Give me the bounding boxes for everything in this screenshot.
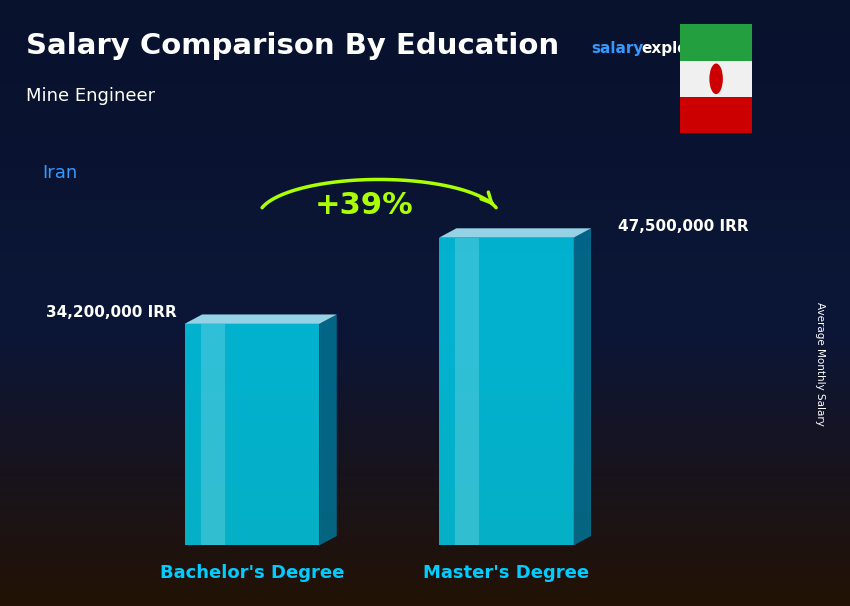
Polygon shape: [320, 315, 337, 545]
Text: Master's Degree: Master's Degree: [423, 564, 589, 582]
Bar: [680, 61, 752, 97]
Polygon shape: [201, 324, 225, 545]
Polygon shape: [439, 238, 574, 545]
Polygon shape: [439, 228, 591, 238]
Polygon shape: [184, 315, 337, 324]
Text: Bachelor's Degree: Bachelor's Degree: [160, 564, 344, 582]
Text: 34,200,000 IRR: 34,200,000 IRR: [47, 305, 177, 320]
Text: salary: salary: [591, 41, 643, 56]
Polygon shape: [574, 228, 591, 545]
Text: Iran: Iran: [42, 164, 77, 182]
Circle shape: [710, 64, 722, 94]
Text: .com: .com: [708, 41, 749, 56]
Text: Salary Comparison By Education: Salary Comparison By Education: [26, 32, 558, 60]
Polygon shape: [455, 238, 479, 545]
Bar: [680, 97, 752, 133]
Text: Average Monthly Salary: Average Monthly Salary: [815, 302, 825, 425]
Text: explorer: explorer: [642, 41, 714, 56]
Text: ✦: ✦: [711, 74, 721, 84]
Text: 47,500,000 IRR: 47,500,000 IRR: [619, 219, 749, 234]
Text: +39%: +39%: [314, 191, 413, 220]
Text: Mine Engineer: Mine Engineer: [26, 87, 155, 105]
Bar: [680, 24, 752, 61]
Polygon shape: [184, 324, 320, 545]
